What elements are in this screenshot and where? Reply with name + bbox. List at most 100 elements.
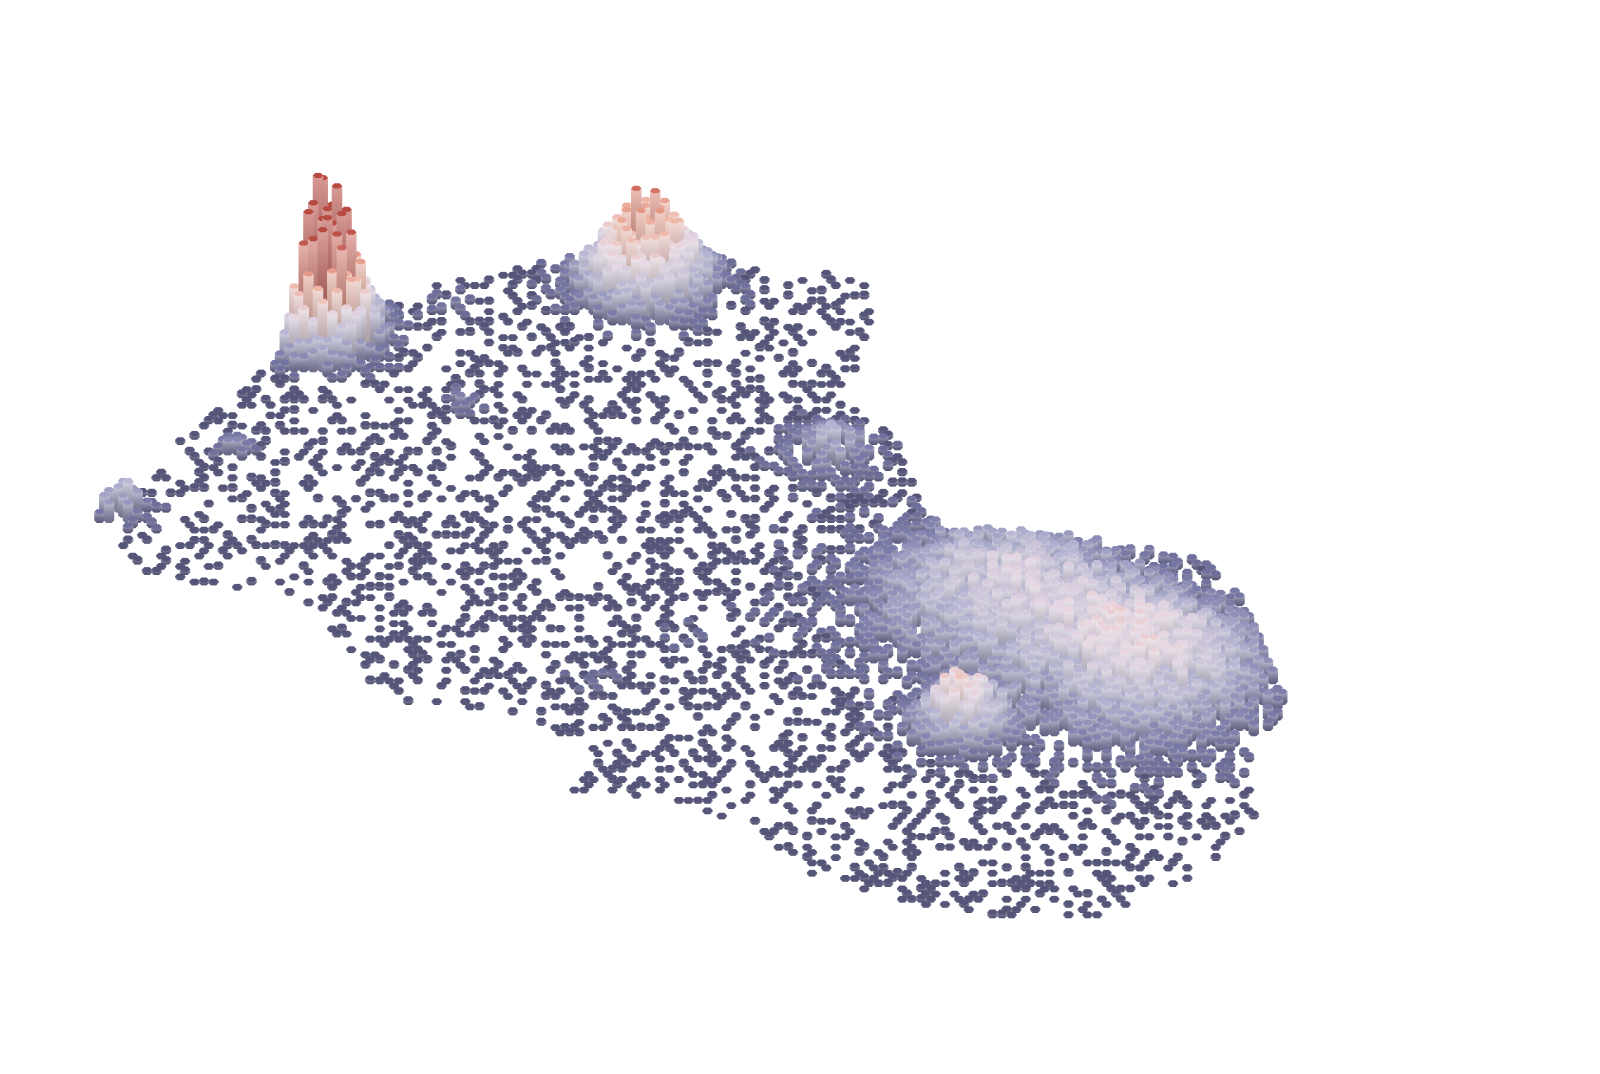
hex-column-top [479,282,490,288]
hex-column [569,302,580,315]
hex-column-top [555,276,566,282]
hex-column [569,381,580,388]
hex-column-top [716,260,727,266]
hex-column [464,294,476,305]
hex-column [312,493,324,503]
hex-column [540,306,552,315]
hex-column-top [726,258,737,264]
hex-column [493,433,504,440]
hex-column [431,446,442,456]
hex-column [716,407,727,414]
hex-column [840,354,851,362]
hex-column [455,284,466,295]
hex-column [355,338,366,362]
hex-column-shade [308,351,319,373]
hex-column [564,447,575,456]
hex-column [816,381,827,388]
hex-column [507,280,518,289]
hex-column [631,468,642,477]
hex-column [683,442,694,451]
hex-column [840,461,851,477]
hex-column [830,323,841,331]
hex-column [692,443,704,451]
hex-column [749,494,761,503]
hex-column [673,410,685,419]
hex-column [507,334,518,341]
hex-column [555,385,566,393]
hex-column [512,307,523,315]
hex-column [711,328,723,336]
hex-column [726,300,737,310]
hex-column [806,287,818,295]
hex-column [493,369,504,378]
hex-column [479,403,490,414]
hex-column [754,355,765,362]
hex-column [797,480,808,492]
hex-column [806,329,818,336]
hex-column [512,453,523,461]
hex-column [697,395,708,404]
hex-column [146,488,157,497]
hex-column [493,473,504,482]
hex-column [887,477,898,487]
hex-column [531,472,542,482]
hex-column [222,436,233,456]
hex-column [759,276,770,284]
hex-column [692,360,704,367]
hex-column [692,339,704,347]
hex-column [455,349,466,357]
hex-column [498,334,509,341]
hex-column [151,501,162,513]
hex-column-top [512,265,523,271]
hex-column [745,365,756,373]
hex-column-top [740,274,751,280]
hex-column [797,306,808,315]
hex-column [379,422,390,430]
hex-column [721,431,732,440]
hex-column [265,411,276,419]
hex-column [317,394,328,404]
hex-column [441,290,452,300]
hex-column [479,282,490,289]
hex-column [593,318,604,331]
hex-column-top [564,253,575,259]
hex-column [374,437,385,445]
hex-column [531,349,542,357]
hex-column [502,317,514,326]
hex-column [412,322,423,331]
hex-column [236,446,248,461]
hex-column [849,407,860,414]
hex-column [759,285,770,295]
hex-column [797,277,808,284]
hex-column [631,416,642,425]
hex-column [673,442,685,451]
hex-column [227,483,238,492]
hex-column [464,368,476,378]
hex-column [346,396,357,404]
hex-column [384,351,395,362]
hex-column [141,497,153,513]
hex-column [436,317,447,326]
hex-column [550,303,561,315]
hex-column [707,417,718,425]
hex-column [868,498,879,508]
hex-column-top [512,274,523,281]
hex-column [455,328,466,336]
hex-column [236,493,248,503]
hex-column-top [536,268,547,274]
hex-column-top [825,275,837,281]
hex-column [882,460,894,471]
hex-column [612,365,623,373]
hex-column [331,464,343,471]
hex-column [754,374,765,383]
hex-column [445,453,457,461]
hex-column [650,415,661,425]
hex-column [897,477,908,487]
hex-column-top [578,250,590,256]
hex-column [583,332,594,341]
hex-column [198,422,210,430]
hex-column [227,463,238,471]
hex-column [526,300,537,310]
hex-column [645,464,656,471]
